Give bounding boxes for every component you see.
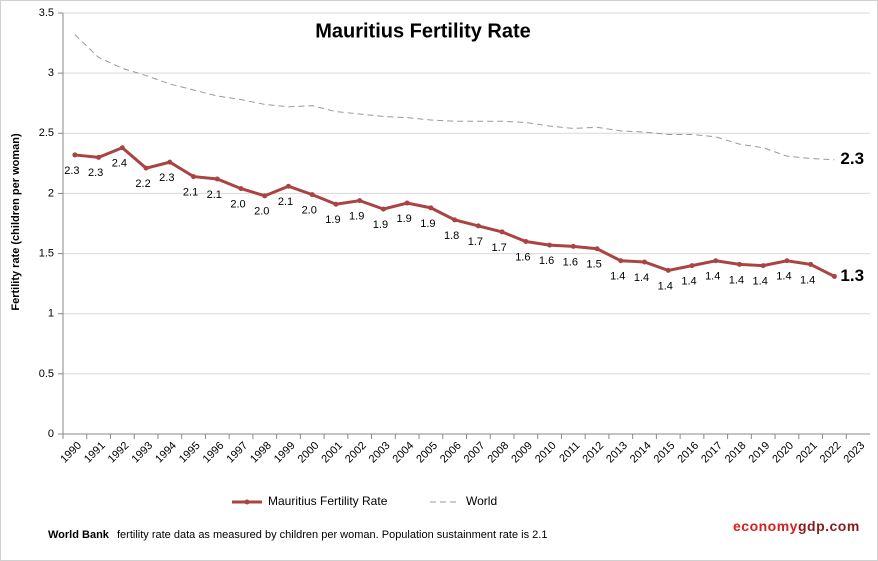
value-label: 2.1 xyxy=(207,189,222,201)
value-label: 1.4 xyxy=(658,280,673,292)
chart-title: Mauritius Fertility Rate xyxy=(315,20,531,42)
value-label: 1.5 xyxy=(586,259,601,271)
end-label: 1.3 xyxy=(840,266,864,285)
point xyxy=(357,198,363,204)
y-tick-label: 2 xyxy=(48,187,54,199)
value-label: 1.7 xyxy=(491,242,506,254)
value-label: 2.3 xyxy=(88,167,103,179)
value-label: 1.9 xyxy=(397,213,412,225)
point xyxy=(523,239,529,245)
value-label: 2.3 xyxy=(64,165,79,177)
brand: economygdp.com xyxy=(733,518,860,534)
value-label: 1.6 xyxy=(539,255,554,267)
point xyxy=(594,246,600,252)
point xyxy=(618,258,624,264)
value-label: 2.0 xyxy=(302,205,317,217)
legend-label: Mauritius Fertility Rate xyxy=(268,494,388,508)
value-label: 2.1 xyxy=(183,186,198,198)
value-label: 1.6 xyxy=(563,256,578,268)
y-tick-label: 3 xyxy=(48,67,54,79)
value-label: 1.7 xyxy=(468,236,483,248)
point xyxy=(713,258,719,264)
value-label: 1.9 xyxy=(325,214,340,226)
point xyxy=(475,223,481,229)
point xyxy=(808,261,814,267)
footer-text: fertility rate data as measured by child… xyxy=(117,529,547,541)
point xyxy=(689,263,695,269)
value-label: 2.1 xyxy=(278,196,293,208)
point xyxy=(143,165,149,171)
value-label: 1.9 xyxy=(349,211,364,223)
value-label: 2.3 xyxy=(159,172,174,184)
y-tick-label: 1.5 xyxy=(39,247,54,259)
legend-marker xyxy=(244,499,250,505)
point xyxy=(499,229,505,235)
point xyxy=(309,192,315,198)
end-label: 2.3 xyxy=(840,149,864,168)
value-label: 1.9 xyxy=(373,219,388,231)
value-label: 1.4 xyxy=(729,274,744,286)
point xyxy=(333,201,339,207)
y-tick-label: 2.5 xyxy=(39,127,54,139)
value-label: 1.6 xyxy=(515,251,530,263)
y-tick-label: 3.5 xyxy=(39,7,54,19)
point xyxy=(570,243,576,249)
point xyxy=(238,186,244,192)
point xyxy=(665,267,671,273)
value-label: 2.0 xyxy=(230,199,245,211)
value-label: 1.4 xyxy=(634,272,649,284)
value-label: 2.0 xyxy=(254,206,269,218)
point xyxy=(167,159,173,165)
value-label: 1.4 xyxy=(753,276,768,288)
point xyxy=(119,145,125,151)
value-label: 2.4 xyxy=(112,158,127,170)
y-tick-label: 0 xyxy=(48,428,54,440)
value-label: 1.4 xyxy=(705,271,720,283)
point xyxy=(642,259,648,265)
point xyxy=(404,200,410,206)
value-label: 1.4 xyxy=(681,276,696,288)
value-label: 1.4 xyxy=(776,271,791,283)
value-label: 1.4 xyxy=(800,274,815,286)
footer-source: World Bank xyxy=(48,529,110,541)
point xyxy=(736,261,742,267)
y-tick-label: 0.5 xyxy=(39,368,54,380)
point xyxy=(96,154,102,160)
point xyxy=(285,183,291,189)
value-label: 1.4 xyxy=(610,271,625,283)
point xyxy=(452,217,458,223)
brand-b: gdp.com xyxy=(798,518,860,534)
brand-a: economy xyxy=(733,518,798,534)
series-line xyxy=(74,34,835,161)
y-axis-label: Fertility rate (children per woman) xyxy=(10,133,22,311)
point xyxy=(262,193,268,199)
point xyxy=(380,206,386,212)
y-tick-label: 1 xyxy=(48,308,54,320)
value-label: 2.2 xyxy=(135,178,150,190)
point xyxy=(191,174,197,180)
point xyxy=(760,263,766,269)
point xyxy=(72,152,78,158)
value-label: 1.8 xyxy=(444,230,459,242)
value-label: 1.9 xyxy=(420,218,435,230)
point xyxy=(784,258,790,264)
point xyxy=(428,205,434,211)
point xyxy=(547,242,553,248)
point xyxy=(214,176,220,182)
point xyxy=(831,273,837,279)
legend-label: World xyxy=(466,494,497,508)
